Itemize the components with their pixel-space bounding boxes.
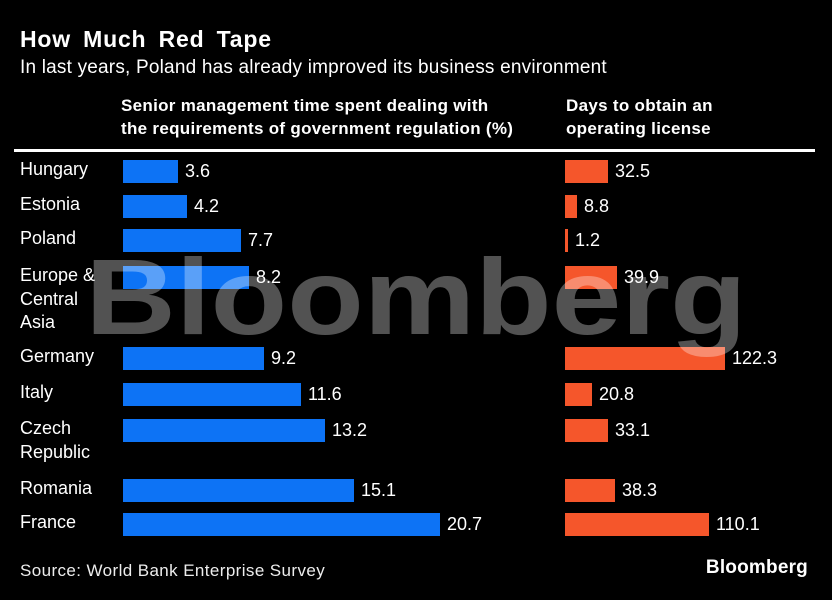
- license-days-value: 1.2: [575, 230, 601, 250]
- license-days-bar: [565, 419, 608, 442]
- license-days-value: 110.1: [716, 514, 760, 534]
- category-label: Romania: [20, 478, 93, 498]
- regulation-time-bar: [123, 419, 325, 442]
- regulation-time-value: 11.6: [308, 384, 342, 404]
- regulation-time-value: 7.7: [248, 230, 274, 250]
- license-days-value: 32.5: [615, 161, 651, 181]
- bloomberg-logo: Bloomberg: [705, 557, 808, 578]
- license-days-bar: [565, 160, 608, 183]
- category-label: Czech Republic: [20, 418, 91, 462]
- regulation-time-value: 4.2: [194, 196, 220, 216]
- license-days-value: 20.8: [599, 384, 635, 404]
- category-label: France: [20, 512, 77, 532]
- license-days-value: 8.8: [584, 196, 610, 216]
- left-series-header: Senior management time spent dealing wit…: [121, 96, 514, 138]
- source-note: Source: World Bank Enterprise Survey: [20, 561, 326, 580]
- category-label: Hungary: [20, 159, 89, 179]
- regulation-time-bar: [123, 229, 241, 252]
- license-days-bar: [565, 479, 615, 502]
- regulation-time-value: 3.6: [185, 161, 211, 181]
- license-days-bar: [565, 266, 617, 289]
- regulation-time-bar: [123, 195, 187, 218]
- category-label: Germany: [20, 346, 95, 366]
- regulation-time-bar: [123, 347, 264, 370]
- license-days-value: 39.9: [624, 267, 660, 287]
- chart-subtitle: In last years, Poland has already improv…: [20, 57, 607, 78]
- category-label: Europe & Central Asia: [20, 265, 96, 332]
- regulation-time-value: 15.1: [361, 480, 397, 500]
- regulation-time-bar: [123, 383, 301, 406]
- license-days-bar: [565, 195, 577, 218]
- category-label: Poland: [20, 228, 77, 248]
- right-series-header: Days to obtain an operating license: [566, 96, 713, 138]
- regulation-time-value: 8.2: [256, 267, 282, 287]
- category-label: Italy: [20, 382, 54, 402]
- regulation-time-value: 13.2: [332, 420, 368, 440]
- license-days-bar: [565, 513, 709, 536]
- chart-title: How Much Red Tape: [20, 26, 272, 52]
- license-days-value: 38.3: [622, 480, 658, 500]
- regulation-time-bar: [123, 266, 249, 289]
- header-divider-rule: [14, 149, 815, 152]
- regulation-time-bar: [123, 513, 440, 536]
- regulation-time-bar: [123, 479, 354, 502]
- license-days-value: 33.1: [615, 420, 651, 440]
- regulation-time-value: 20.7: [447, 514, 483, 534]
- license-days-bar: [565, 383, 592, 406]
- regulation-time-bar: [123, 160, 178, 183]
- regulation-time-value: 9.2: [271, 348, 297, 368]
- license-days-bar: [565, 229, 568, 252]
- license-days-bar: [565, 347, 725, 370]
- category-label: Estonia: [20, 194, 81, 214]
- license-days-value: 122.3: [732, 348, 778, 368]
